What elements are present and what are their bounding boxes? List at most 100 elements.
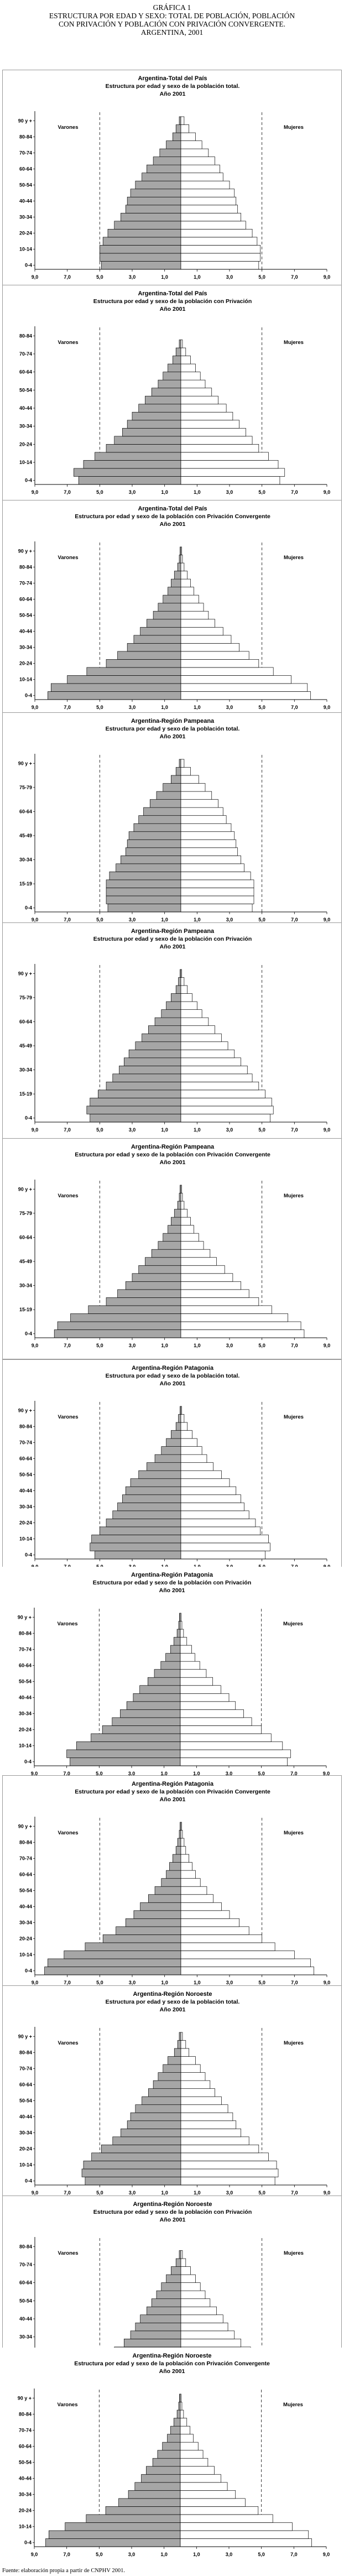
chart-subtitle: Estructura por edad y sexo de la poblaci… [106, 1999, 240, 2005]
y-tick-label: 30-34 [19, 424, 32, 429]
pyramid-chart-panel: Argentina-Total del País Estructura por e… [2, 70, 342, 291]
female-bar [180, 888, 254, 896]
female-bar [180, 643, 239, 652]
male-bar [163, 372, 181, 380]
male-bar [148, 1025, 181, 1034]
x-tick-label: 7,0 [291, 1127, 298, 1133]
male-bar [165, 1653, 181, 1662]
female-bar [180, 180, 230, 190]
male-bar [90, 1098, 181, 1107]
x-tick-label: 1,0 [194, 2190, 201, 2196]
female-bar [180, 189, 235, 197]
y-tick-label: 0-4 [25, 1331, 32, 1337]
male-bar [169, 1862, 181, 1871]
female-bar [180, 1918, 239, 1927]
y-tick-label: 90 y + [18, 118, 32, 123]
male-bar [122, 1494, 181, 1503]
female-bar [180, 1454, 207, 1463]
x-tick-label: 5,0 [96, 274, 103, 280]
x-tick-label: 7,0 [291, 2190, 298, 2196]
female-bar [180, 1098, 272, 1107]
female-bar [180, 1677, 213, 1686]
male-bar [166, 140, 181, 149]
male-bar [142, 173, 181, 181]
female-bar [180, 245, 261, 254]
y-tick-label: 80-84 [19, 2050, 32, 2055]
x-tick-label: 3,0 [128, 1771, 135, 1776]
female-bar [180, 1289, 249, 1298]
male-bar [139, 1685, 181, 1694]
y-tick-label: 60-64 [19, 596, 32, 602]
y-tick-label: 90 y + [18, 1614, 32, 1620]
x-tick-label: 1,0 [160, 2552, 168, 2557]
y-tick-label: 60-64 [19, 1456, 32, 1461]
female-bar [180, 1637, 187, 1646]
pyramid-chart-panel: Argentina-Región Pampeana Estructura por … [2, 922, 342, 1144]
x-tick-label: 1,0 [161, 1980, 168, 1985]
male-label: Varones [58, 555, 79, 561]
male-bar [163, 2064, 181, 2073]
female-bar [180, 1281, 241, 1290]
x-tick-label: 3,0 [226, 274, 233, 280]
y-tick-label: 45-49 [19, 1259, 32, 1264]
y-tick-label: 10-14 [19, 2524, 32, 2530]
y-tick-label: 20-24 [19, 2146, 32, 2152]
pyramid-chart-panel: Argentina-Total del País Estructura por e… [2, 500, 342, 721]
pyramid-chart-panel: Argentina-Región Noroeste Estructura por … [2, 1985, 342, 2207]
male-bar [109, 872, 181, 880]
male-bar [90, 1114, 181, 1123]
female-bar [180, 436, 253, 445]
x-tick-label: 5,0 [96, 2190, 103, 2196]
male-bar [120, 1709, 181, 1718]
chart-title: Argentina-Región Noroeste [133, 2201, 212, 2208]
male-bar [65, 2522, 181, 2531]
chart-title: Argentina-Total del País [138, 505, 207, 512]
male-bar [91, 1535, 181, 1543]
female-bar [180, 444, 259, 453]
female-bar [180, 611, 209, 620]
y-tick-label: 70-74 [19, 150, 32, 155]
female-bar [180, 2152, 269, 2161]
male-label: Varones [58, 1830, 79, 1836]
x-tick-label: 3,0 [226, 705, 233, 710]
female-bar [180, 1233, 199, 1242]
x-tick-label: 5,0 [258, 705, 265, 710]
x-tick-label: 5,0 [258, 489, 265, 495]
female-bar [180, 1241, 204, 1250]
chart-year: Año 2001 [160, 1380, 186, 1387]
y-tick-label: 40-44 [19, 2114, 32, 2120]
male-bar [133, 635, 181, 644]
x-tick-label: 7,0 [291, 274, 298, 280]
female-bar [180, 1526, 261, 1535]
female-bar [180, 2168, 279, 2177]
female-bar [180, 460, 279, 469]
female-label: Mujeres [284, 555, 304, 561]
male-bar [140, 627, 181, 636]
x-tick-label: 9,0 [31, 2552, 38, 2557]
y-tick-label: 10-14 [19, 1743, 32, 1749]
male-bar [145, 1257, 181, 1266]
female-bar [180, 1041, 228, 1050]
male-bar [179, 759, 181, 768]
y-tick-label: 10-14 [19, 2162, 32, 2168]
x-tick-label: 9,0 [32, 2190, 39, 2196]
chart-year: Año 2001 [160, 1796, 186, 1803]
female-bar [180, 1709, 244, 1718]
x-tick-label: 3,0 [128, 2552, 135, 2557]
male-bar [125, 1486, 181, 1495]
female-bar [180, 603, 204, 612]
x-tick-label: 7,0 [290, 1771, 298, 1776]
male-bar [171, 1430, 181, 1439]
female-bar [180, 1201, 185, 1209]
y-tick-label: 90 y + [18, 2395, 32, 2401]
y-tick-label: 15-19 [19, 1307, 32, 1312]
female-bar [180, 157, 215, 165]
y-tick-label: 30-34 [19, 1067, 32, 1073]
male-bar [154, 1669, 181, 1678]
female-bar [180, 2410, 184, 2418]
male-bar [78, 476, 181, 485]
female-bar [180, 2426, 190, 2434]
female-bar [180, 2306, 217, 2316]
female-bar [180, 1519, 256, 1527]
